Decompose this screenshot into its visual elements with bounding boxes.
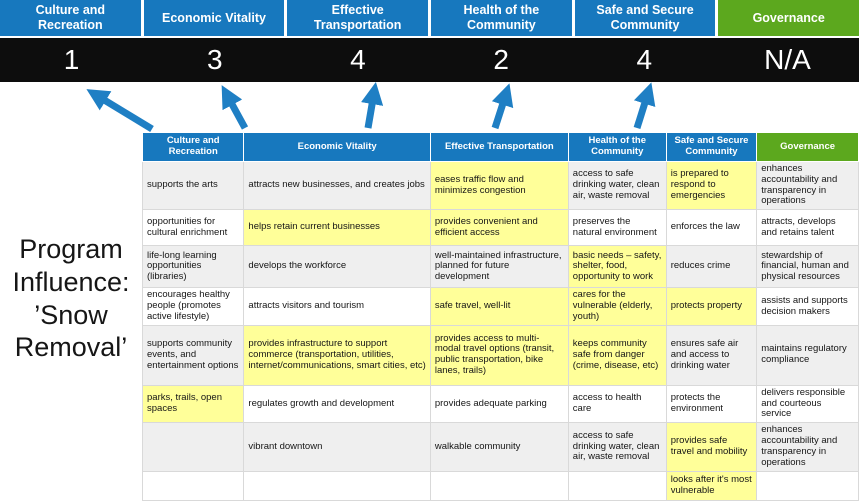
arrow-culture-icon bbox=[86, 89, 154, 132]
arrow-economic-icon bbox=[221, 85, 249, 130]
matrix-cell: attracts new businesses, and creates job… bbox=[243, 160, 431, 211]
matrix-cell-highlighted: provides access to multi-modal travel op… bbox=[429, 324, 569, 386]
matrix-cell-highlighted: looks after it's most vulnerable bbox=[665, 470, 758, 501]
pillar-economic-vitality: Economic Vitality bbox=[143, 0, 285, 36]
matrix-cell: walkable community bbox=[429, 422, 569, 472]
matrix-cell-highlighted: cares for the vulnerable (elderly, youth… bbox=[567, 287, 667, 326]
score-health-of-the-community: 2 bbox=[493, 44, 509, 75]
pillar-governance: Governance bbox=[718, 0, 859, 36]
matrix-cell-highlighted: protects property bbox=[665, 287, 758, 326]
matrix-cell: ensures safe air and access to drinking … bbox=[665, 324, 758, 386]
matrix-cell: encourages healthy people (promotes acti… bbox=[141, 287, 245, 326]
score-strip: 1 3 4 2 4 N/A bbox=[0, 38, 859, 82]
matrix-column-header-health-of-the-community: Health of the Community bbox=[567, 132, 667, 162]
matrix-cell-highlighted: keeps community safe from danger (crime,… bbox=[567, 324, 667, 386]
matrix-body: supports the arts attracts new businesses… bbox=[141, 160, 859, 501]
matrix-row-1: supports the arts attracts new businesses… bbox=[141, 160, 859, 211]
matrix-cell: develops the workforce bbox=[243, 245, 431, 289]
matrix-cell: attracts visitors and tourism bbox=[243, 287, 431, 326]
pillar-safe-and-secure-community: Safe and Secure Community bbox=[574, 0, 716, 36]
matrix-cell: life-long learning opportunities (librar… bbox=[141, 245, 245, 289]
matrix-cell: reduces crime bbox=[665, 245, 758, 289]
matrix-row-5: supports community events, and entertain… bbox=[141, 324, 859, 386]
matrix-cell bbox=[429, 470, 569, 501]
matrix-cell: regulates growth and development bbox=[243, 384, 431, 424]
matrix-row-6: parks, trails, open spaces regulates grow… bbox=[141, 384, 859, 424]
matrix-cell-highlighted: parks, trails, open spaces bbox=[141, 384, 245, 424]
influence-arrows bbox=[86, 82, 656, 132]
pillar-culture-and-recreation: Culture and Recreation bbox=[0, 0, 141, 36]
matrix-cell: stewardship of financial, human and phys… bbox=[756, 245, 859, 289]
matrix-cell: enforces the law bbox=[665, 209, 758, 247]
matrix-column-header-effective-transportation: Effective Transportation bbox=[429, 132, 569, 162]
matrix-cell-highlighted: is prepared to respond to emergencies bbox=[665, 160, 758, 211]
pillar-effective-transportation: Effective Transportation bbox=[287, 0, 429, 36]
matrix-cell-highlighted: provides convenient and efficient access bbox=[429, 209, 569, 247]
score-governance: N/A bbox=[764, 44, 811, 75]
matrix-cell: provides adequate parking bbox=[429, 384, 569, 424]
matrix-row-2: opportunities for cultural enrichment hel… bbox=[141, 209, 859, 247]
matrix-cell: well-maintained infrastructure, planned … bbox=[429, 245, 569, 289]
matrix-cell: access to health care bbox=[567, 384, 667, 424]
score-culture-and-recreation: 1 bbox=[63, 44, 80, 75]
matrix-cell: opportunities for cultural enrichment bbox=[141, 209, 245, 247]
matrix-cell-highlighted: basic needs – safety, shelter, food, opp… bbox=[567, 245, 667, 289]
matrix-cell-highlighted: safe travel, well-lit bbox=[429, 287, 569, 326]
matrix-header-row: Culture and Recreation Economic Vitality E… bbox=[141, 132, 859, 162]
matrix-cell bbox=[141, 470, 245, 501]
content-area: Program Influence: ’Snow Removal’ Cultur… bbox=[0, 132, 859, 501]
matrix-cell bbox=[243, 470, 431, 501]
matrix-row-4: encourages healthy people (promotes acti… bbox=[141, 287, 859, 326]
matrix-cell-highlighted: provides infrastructure to support comme… bbox=[243, 324, 431, 386]
arrow-safe-icon bbox=[633, 82, 656, 130]
matrix-row-3: life-long learning opportunities (librar… bbox=[141, 245, 859, 289]
score-safe-and-secure-community: 4 bbox=[636, 44, 653, 75]
score-effective-transportation: 4 bbox=[350, 44, 366, 75]
matrix-cell: supports community events, and entertain… bbox=[141, 324, 245, 386]
matrix-cell bbox=[141, 422, 245, 472]
matrix-cell: delivers responsible and courteous servi… bbox=[756, 384, 859, 424]
matrix-cell: maintains regulatory compliance bbox=[756, 324, 859, 386]
influence-matrix: Culture and Recreation Economic Vitality E… bbox=[141, 132, 859, 501]
matrix-cell: enhances accountability and transparency… bbox=[756, 422, 859, 472]
arrow-zone bbox=[0, 82, 859, 132]
pillar-strip: Culture and Recreation Economic Vitality E… bbox=[0, 0, 859, 36]
matrix-cell bbox=[567, 470, 667, 501]
matrix-cell: attracts, develops and retains talent bbox=[756, 209, 859, 247]
matrix-column-header-culture-and-recreation: Culture and Recreation bbox=[141, 132, 245, 162]
arrow-health-icon bbox=[491, 83, 514, 130]
matrix-cell: vibrant downtown bbox=[243, 422, 431, 472]
matrix-row-7: vibrant downtown walkable community access… bbox=[141, 422, 859, 472]
matrix-row-8: looks after it's most vulnerable bbox=[141, 470, 859, 501]
matrix-cell: supports the arts bbox=[141, 160, 245, 211]
matrix-cell: access to safe drinking water, clean air… bbox=[567, 160, 667, 211]
arrow-transportation-icon bbox=[361, 82, 384, 129]
matrix-cell-highlighted: helps retain current businesses bbox=[243, 209, 431, 247]
matrix-cell-highlighted: provides safe travel and mobility bbox=[665, 422, 758, 472]
pillar-health-of-the-community: Health of the Community bbox=[431, 0, 572, 36]
matrix-column-header-safe-and-secure-community: Safe and Secure Community bbox=[665, 132, 758, 162]
matrix-cell: preserves the natural environment bbox=[567, 209, 667, 247]
matrix-cell: assists and supports decision makers bbox=[756, 287, 859, 326]
matrix-cell-highlighted: eases traffic flow and minimizes congest… bbox=[429, 160, 569, 211]
matrix-column-header-economic-vitality: Economic Vitality bbox=[243, 132, 431, 162]
matrix-cell bbox=[756, 470, 859, 501]
matrix-cell: protects the environment bbox=[665, 384, 758, 424]
matrix-cell: access to safe drinking water, clean air… bbox=[567, 422, 667, 472]
score-economic-vitality: 3 bbox=[206, 44, 223, 75]
matrix-cell: enhances accountability and transparency… bbox=[756, 160, 859, 211]
program-title: Program Influence: ’Snow Removal’ bbox=[12, 233, 130, 363]
matrix-column-header-governance: Governance bbox=[756, 132, 859, 162]
